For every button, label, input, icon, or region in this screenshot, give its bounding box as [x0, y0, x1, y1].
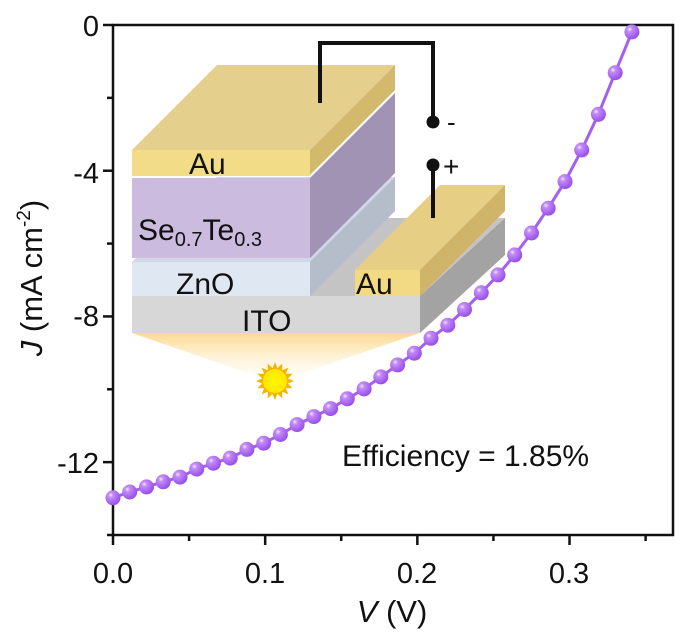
efficiency-annotation: Efficiency = 1.85%: [342, 440, 589, 473]
device-schematic: - + Au Se0.7Te0.3 ZnO ITO Au: [132, 41, 505, 400]
x-tick-labels: 0.0 0.1 0.2 0.3: [93, 558, 589, 590]
data-point: [423, 330, 439, 346]
sun-core: [263, 369, 287, 393]
top-au-top-face: [132, 65, 395, 150]
zno-front-face: [132, 262, 310, 296]
side-au-front-face: [355, 270, 420, 296]
ito-front-face: [132, 296, 420, 333]
negative-terminal: [426, 115, 440, 129]
data-point: [440, 317, 456, 333]
side-au-label: Au: [356, 268, 393, 301]
data-point: [457, 302, 472, 317]
absorber-label-sub2: 0.3: [234, 229, 262, 251]
y-tick-labels: 0 -4 -8 -12: [57, 11, 99, 480]
zno-side-face: [310, 177, 395, 296]
x-axis-title: V (V): [357, 594, 428, 629]
absorber-label-sub1: 0.7: [175, 229, 203, 251]
negative-sign: -: [447, 107, 456, 137]
y-axis-var: J: [14, 340, 49, 357]
side-au-top-face: [355, 185, 505, 270]
data-point: [256, 435, 272, 451]
axis-ticks: [103, 23, 647, 545]
data-point: [222, 450, 238, 466]
x-tick-label: 0.3: [549, 558, 589, 590]
data-point: [406, 345, 422, 361]
absorber-label-te: Te: [203, 214, 235, 247]
series-markers: [105, 24, 640, 506]
y-tick-label: -4: [73, 158, 99, 190]
data-point: [323, 401, 339, 417]
data-point: [540, 200, 556, 216]
ito-label: ITO: [242, 305, 291, 338]
data-point: [473, 285, 489, 301]
side-au-side-face: [420, 185, 505, 296]
data-point: [507, 247, 523, 263]
negative-wire: [318, 41, 435, 122]
x-tick-label: 0.0: [93, 558, 133, 590]
top-au-front-face: [132, 150, 310, 176]
y-tick-label: -12: [57, 448, 99, 480]
data-point: [172, 469, 188, 485]
data-point: [205, 455, 221, 471]
data-point: [289, 417, 305, 433]
data-point: [607, 65, 623, 81]
top-au-side-face: [310, 65, 395, 175]
data-point: [590, 106, 606, 122]
y-tick-label: -8: [73, 301, 99, 333]
data-point: [122, 484, 138, 500]
data-point: [574, 142, 590, 158]
positive-sign: +: [443, 151, 459, 182]
positive-terminal: [426, 158, 440, 172]
x-tick-label: 0.2: [397, 558, 437, 590]
zno-label: ZnO: [176, 268, 234, 301]
data-point: [272, 427, 288, 442]
y-axis-unit-exp: -2: [14, 210, 35, 227]
y-tick-label: 0: [83, 11, 99, 43]
data-point: [239, 441, 255, 457]
x-tick-label: 0.1: [245, 558, 285, 590]
absorber-front-face: [132, 178, 310, 258]
top-au-label: Au: [189, 148, 226, 181]
absorber-label: Se0.7Te0.3: [138, 214, 262, 251]
data-point: [189, 461, 205, 477]
plot-frame: [111, 23, 675, 537]
data-point: [339, 391, 355, 407]
ito-side-face: [420, 218, 505, 333]
data-point: [390, 357, 406, 373]
data-point: [306, 409, 322, 425]
y-axis-unit-close: ): [14, 200, 49, 210]
sun-icon: [256, 362, 294, 400]
data-point: [105, 490, 121, 506]
x-axis-unit: (V): [377, 594, 427, 629]
x-axis-var: V: [357, 594, 381, 629]
data-point: [155, 474, 171, 490]
data-point: [139, 479, 154, 495]
absorber-label-se: Se: [138, 214, 175, 247]
data-point: [490, 267, 506, 283]
data-point: [557, 174, 573, 190]
light-beam: [132, 333, 420, 378]
absorber-side-face: [310, 93, 395, 258]
data-point: [624, 24, 640, 40]
y-axis-unit: (mA cm: [14, 227, 49, 341]
data-point: [524, 225, 539, 241]
data-point: [356, 381, 372, 397]
data-point: [373, 369, 389, 385]
y-axis-title: J (mA cm-2): [14, 200, 49, 357]
